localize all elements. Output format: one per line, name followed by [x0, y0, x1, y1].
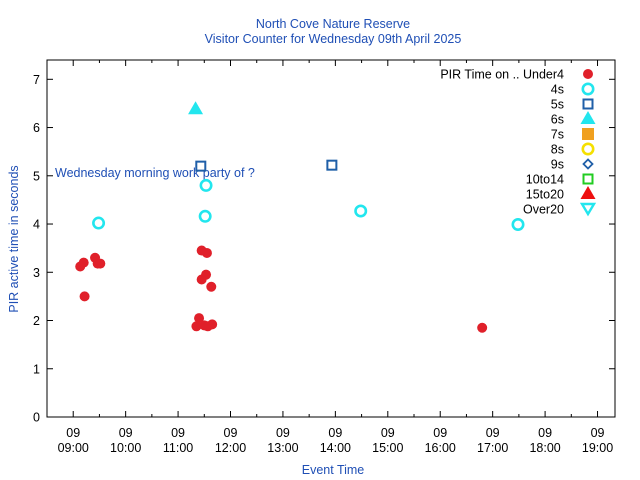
point-under4 [191, 321, 202, 332]
legend-marker-6s [580, 111, 596, 124]
y-tick-label: 5 [33, 169, 40, 183]
y-axis-label: PIR active time in seconds [7, 165, 21, 312]
x-tick-day-label: 09 [224, 426, 238, 440]
legend-marker-over20 [579, 202, 597, 217]
x-tick-time-label: 14:00 [320, 441, 351, 455]
legend-label-4s: 4s [551, 83, 564, 97]
x-tick-day-label: 09 [328, 426, 342, 440]
y-axis: 0 1 2 3 4 5 6 7 [33, 73, 615, 425]
point-4s [92, 216, 106, 230]
y-tick-label: 7 [33, 73, 40, 87]
x-tick-time-label: 12:00 [215, 441, 246, 455]
legend-marker-8s [581, 142, 595, 156]
point-4s [199, 178, 213, 192]
x-tick-day-label: 09 [66, 426, 80, 440]
point-under4 [201, 269, 212, 280]
point-5s [326, 159, 338, 171]
x-tick-day-label: 09 [171, 426, 185, 440]
x-tick-time-label: 10:00 [110, 441, 141, 455]
x-axis-label: Event Time [302, 463, 365, 477]
legend-label-8s: 8s [551, 143, 564, 157]
point-under4 [79, 291, 90, 302]
legend-label-over20: Over20 [523, 203, 564, 217]
y-tick-label: 3 [33, 266, 40, 280]
legend-marker-4s [581, 82, 595, 96]
legend-label-15to20: 15to20 [526, 188, 564, 202]
y-tick-label: 4 [33, 218, 40, 232]
legend-label-5s: 5s [551, 98, 564, 112]
chart-subtitle: Visitor Counter for Wednesday 09th April… [205, 32, 462, 46]
point-5s [195, 160, 207, 172]
legend-label-under4: PIR Time on .. Under4 [440, 68, 564, 82]
y-tick-label: 0 [33, 411, 40, 425]
x-axis: 0909:000910:000911:000912:000913:000914:… [46, 60, 613, 455]
point-under4 [201, 247, 212, 258]
x-tick-day-label: 09 [119, 426, 133, 440]
point-under4 [207, 319, 218, 330]
legend-label-9s: 9s [551, 158, 564, 172]
point-under4 [95, 258, 106, 269]
legend: PIR Time on .. Under44s5s6s7s8s9s10to141… [440, 68, 597, 217]
legend-label-6s: 6s [551, 113, 564, 127]
legend-label-10to14: 10to14 [526, 173, 564, 187]
legend-marker-15to20 [580, 186, 596, 199]
point-4s [354, 204, 368, 218]
point-6s [188, 101, 204, 115]
y-tick-label: 6 [33, 121, 40, 135]
x-tick-day-label: 09 [538, 426, 552, 440]
legend-marker-9s [582, 158, 594, 170]
x-tick-time-label: 16:00 [425, 441, 456, 455]
point-under4 [206, 281, 217, 292]
x-tick-time-label: 19:00 [582, 441, 613, 455]
chart-title: North Cove Nature Reserve [256, 17, 410, 31]
point-under4 [477, 322, 488, 333]
legend-marker-under4 [583, 69, 593, 79]
data-points [75, 101, 525, 333]
point-under4 [194, 313, 205, 324]
legend-label-7s: 7s [551, 128, 564, 142]
y-tick-label: 1 [33, 362, 40, 376]
x-tick-time-label: 15:00 [372, 441, 403, 455]
x-tick-day-label: 09 [591, 426, 605, 440]
x-tick-time-label: 17:00 [477, 441, 508, 455]
x-tick-time-label: 11:00 [163, 441, 193, 455]
x-tick-day-label: 09 [486, 426, 500, 440]
legend-marker-5s [582, 98, 594, 110]
plot-frame [46, 59, 616, 418]
x-tick-day-label: 09 [433, 426, 447, 440]
point-under4 [78, 257, 89, 268]
legend-marker-10to14 [582, 173, 594, 185]
x-tick-time-label: 09:00 [58, 441, 89, 455]
annotation-work-party: Wednesday morning work party of ? [55, 166, 255, 180]
x-tick-time-label: 13:00 [267, 441, 298, 455]
x-tick-time-label: 18:00 [529, 441, 560, 455]
y-tick-label: 2 [33, 314, 40, 328]
x-tick-day-label: 09 [381, 426, 395, 440]
point-4s [198, 209, 212, 223]
point-4s [511, 218, 525, 232]
legend-marker-7s [582, 128, 594, 140]
x-tick-day-label: 09 [276, 426, 290, 440]
